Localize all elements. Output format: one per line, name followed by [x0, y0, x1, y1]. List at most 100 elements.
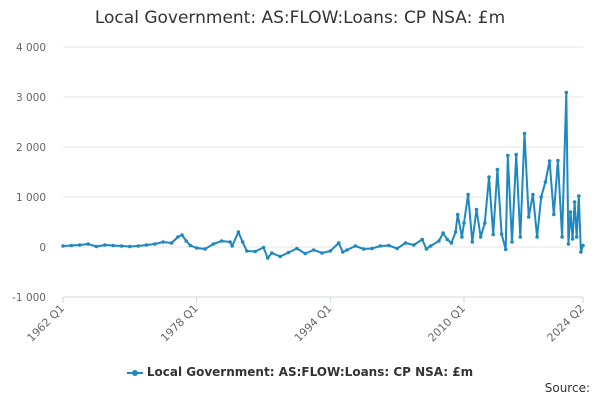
data-point: [518, 235, 523, 239]
data-point: [270, 251, 274, 255]
data-point: [265, 256, 270, 260]
data-point: [128, 244, 132, 249]
data-point: [535, 235, 539, 239]
y-tick-label: 1 000: [16, 192, 46, 204]
data-point: [474, 207, 479, 212]
data-point: [188, 243, 193, 248]
data-point: [180, 233, 184, 237]
y-tick-label: 3 000: [16, 92, 46, 104]
data-point: [253, 249, 257, 254]
data-point: [506, 153, 510, 158]
data-point: [455, 212, 460, 217]
data-point: [230, 244, 234, 248]
data-point: [478, 235, 483, 239]
data-point: [370, 246, 374, 251]
legend-swatch-icon: [126, 369, 143, 376]
data-point: [424, 247, 429, 251]
legend[interactable]: Local Government: AS:FLOW:Loans: CP NSA:…: [0, 365, 600, 379]
data-point: [547, 159, 552, 163]
data-point: [577, 194, 581, 198]
data-point: [460, 235, 464, 239]
data-point: [491, 232, 496, 237]
data-point: [341, 250, 345, 254]
data-point: [428, 244, 433, 248]
x-tick-label: 2024 Q2: [545, 302, 588, 345]
data-point: [345, 248, 349, 252]
legend-label: Local Government: AS:FLOW:Loans: CP NSA:…: [146, 365, 474, 379]
x-tick-label: 1978 Q1: [158, 302, 201, 345]
data-point: [103, 243, 107, 247]
data-point: [336, 241, 341, 245]
data-point: [412, 243, 416, 247]
y-tick-label: 0: [39, 242, 46, 254]
data-point: [219, 239, 224, 243]
data-point: [514, 152, 518, 157]
data-point: [176, 235, 180, 239]
data-point: [395, 246, 399, 251]
source-label: Source:: [544, 381, 590, 395]
data-point: [303, 251, 308, 256]
data-point: [552, 212, 556, 217]
data-point: [483, 221, 487, 225]
data-point: [437, 239, 441, 243]
data-point: [510, 240, 514, 244]
data-point: [568, 210, 573, 214]
data-point: [320, 251, 324, 255]
series-line: [62, 91, 584, 259]
data-point: [462, 221, 466, 225]
y-axis: -1 000 0 1 000 2 000 3 000 4 000: [12, 42, 46, 304]
data-point: [61, 244, 65, 248]
data-point: [311, 248, 316, 252]
data-point: [111, 243, 115, 248]
data-point: [119, 244, 124, 248]
data-point: [77, 243, 82, 247]
data-point: [361, 247, 366, 251]
data-point: [470, 240, 475, 244]
y-tick-label: -1 000: [12, 292, 46, 304]
data-point: [387, 243, 391, 248]
data-point: [153, 242, 157, 246]
data-point: [570, 237, 575, 241]
data-point: [286, 250, 291, 255]
data-point: [531, 192, 535, 197]
data-point: [445, 237, 450, 242]
data-point: [194, 246, 199, 250]
data-point: [69, 243, 74, 248]
y-tick-label: 2 000: [16, 142, 46, 154]
data-point: [203, 247, 207, 251]
data-point: [487, 175, 491, 179]
x-tick-label: 2010 Q1: [426, 302, 469, 345]
data-point: [236, 230, 241, 234]
data-point: [136, 244, 140, 248]
data-point: [378, 244, 383, 248]
data-point: [441, 231, 445, 235]
data-point: [495, 167, 500, 172]
data-point: [466, 192, 470, 197]
data-point: [228, 240, 232, 244]
data-point: [295, 246, 299, 251]
x-axis: 1962 Q1 1978 Q1 1994 Q1 2010 Q1 2024 Q2: [25, 296, 588, 345]
data-point: [574, 235, 579, 239]
data-point: [278, 254, 283, 259]
data-point: [184, 239, 188, 243]
data-point: [161, 240, 165, 244]
x-tick-label: 1962 Q1: [25, 302, 68, 345]
data-point: [499, 232, 504, 236]
data-point: [261, 245, 266, 250]
data-point: [245, 249, 249, 253]
data-point: [449, 241, 454, 245]
data-point: [144, 243, 149, 247]
data-point: [211, 242, 216, 246]
x-tick-label: 1994 Q1: [292, 302, 335, 345]
series-layer: [61, 90, 585, 260]
data-point: [581, 243, 585, 248]
data-point: [539, 195, 543, 199]
data-point: [572, 200, 577, 204]
data-point: [353, 244, 358, 248]
data-point: [543, 180, 548, 184]
data-point: [403, 241, 408, 245]
data-point: [94, 244, 99, 249]
data-point: [86, 242, 90, 246]
data-point: [328, 249, 333, 253]
